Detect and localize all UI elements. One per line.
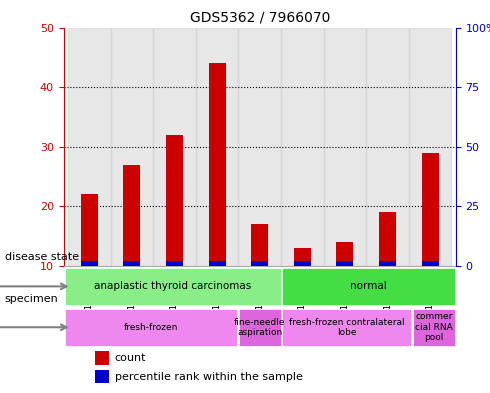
Bar (251, 224, 268, 266)
Text: commer
cial RNA
pool: commer cial RNA pool (415, 312, 453, 342)
Bar (81, 261, 98, 266)
Text: fresh-frozen contralateral
lobe: fresh-frozen contralateral lobe (289, 318, 405, 337)
Bar (95, 351, 109, 365)
Bar (379, 212, 396, 266)
FancyBboxPatch shape (65, 309, 237, 345)
Bar (123, 261, 141, 266)
Bar (337, 261, 353, 266)
Bar (68, 28, 111, 266)
Text: percentile rank within the sample: percentile rank within the sample (115, 372, 302, 382)
Text: specimen: specimen (5, 294, 59, 304)
Bar (294, 261, 311, 266)
Bar (81, 195, 98, 266)
Bar (209, 63, 225, 266)
Bar (281, 28, 323, 266)
Bar (166, 261, 183, 266)
FancyBboxPatch shape (282, 309, 411, 345)
Bar (379, 261, 396, 266)
Bar (421, 261, 439, 266)
Bar (111, 28, 153, 266)
Bar (209, 261, 225, 266)
Bar (95, 370, 109, 383)
Bar (196, 28, 239, 266)
Bar (153, 28, 196, 266)
Bar (421, 152, 439, 266)
FancyBboxPatch shape (65, 268, 281, 305)
FancyBboxPatch shape (282, 268, 455, 305)
Bar (294, 248, 311, 266)
FancyBboxPatch shape (413, 309, 455, 345)
FancyBboxPatch shape (239, 309, 281, 345)
Text: normal: normal (350, 281, 387, 291)
Title: GDS5362 / 7966070: GDS5362 / 7966070 (190, 11, 330, 25)
Bar (366, 28, 409, 266)
Bar (251, 261, 268, 266)
Text: count: count (115, 353, 146, 363)
Bar (239, 28, 281, 266)
Bar (409, 28, 451, 266)
Bar (337, 242, 353, 266)
Text: disease state: disease state (5, 252, 79, 263)
Bar (323, 28, 366, 266)
Bar (123, 165, 141, 266)
Text: fine-needle
aspiration: fine-needle aspiration (234, 318, 286, 337)
Bar (166, 135, 183, 266)
Text: fresh-frozen: fresh-frozen (123, 323, 178, 332)
Text: anaplastic thyroid carcinomas: anaplastic thyroid carcinomas (94, 281, 251, 291)
